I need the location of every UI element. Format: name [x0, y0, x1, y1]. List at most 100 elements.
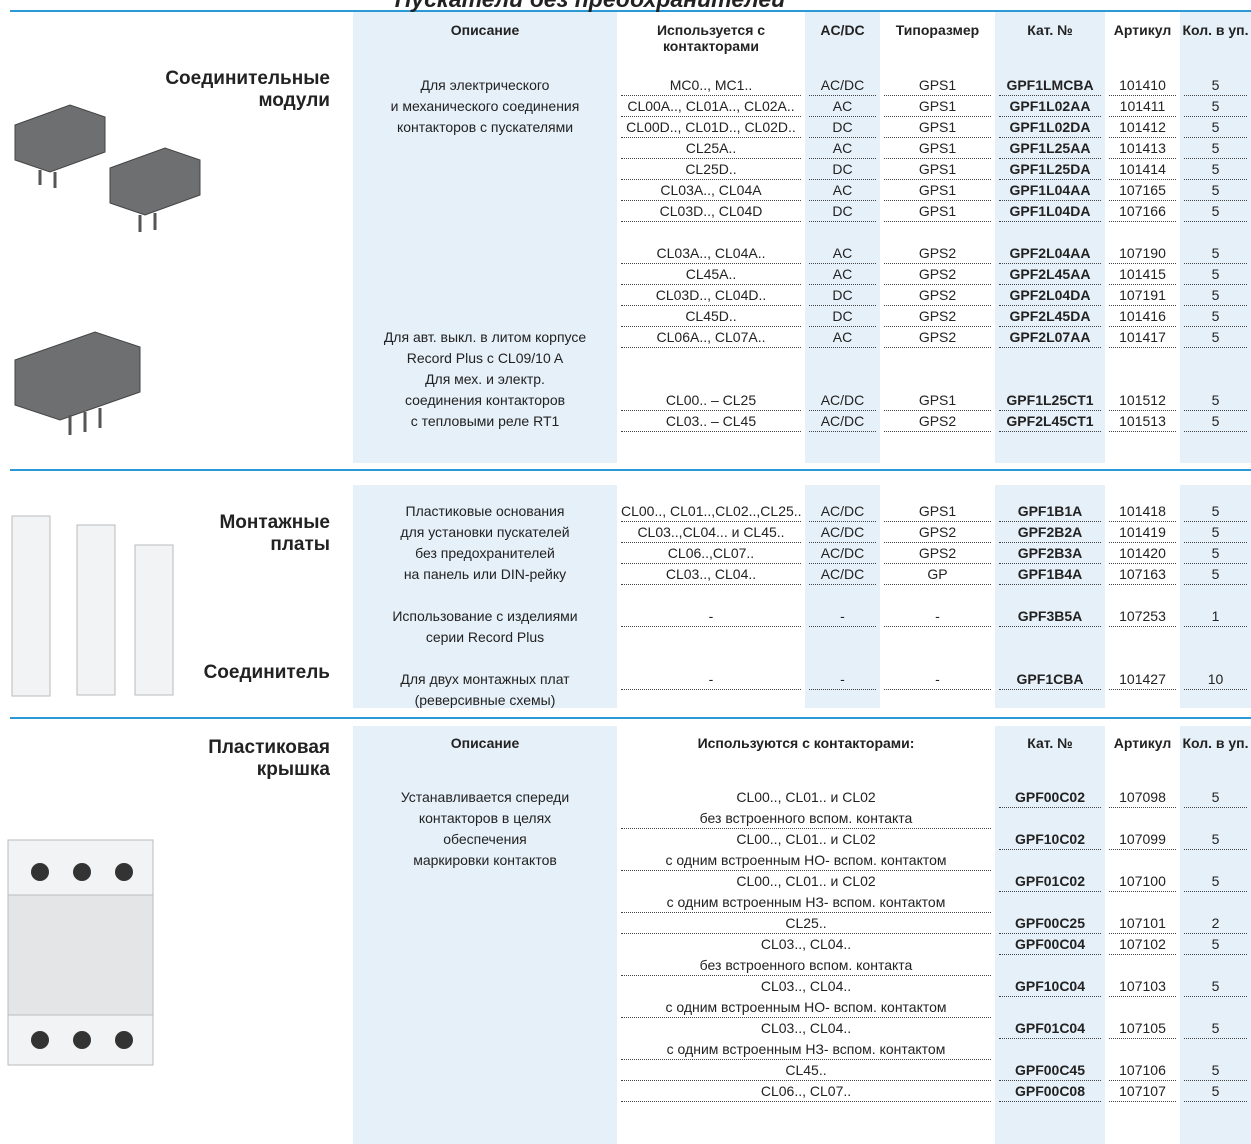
table-cell: 5 [1184, 243, 1247, 264]
usage-line: CL03.., CL04.. [760, 978, 852, 994]
usage-line: CL03.., CL04.. [760, 936, 852, 952]
table-cell: CL25D.. [621, 159, 801, 180]
usage-line: без встроенного вспом. контакта [699, 810, 913, 826]
table-cell: CL00.. – CL25 [621, 390, 801, 411]
section-rule [10, 469, 1251, 471]
table-cell: AC/DC [809, 501, 876, 522]
table-cell: 5 [1184, 871, 1247, 892]
table-cell: GPS2 [884, 264, 991, 285]
table-cell: GPS2 [884, 543, 991, 564]
description: на панель или DIN-рейку [403, 566, 567, 582]
table-cell: DC [809, 159, 876, 180]
table-cell: 107105 [1109, 1018, 1176, 1039]
table-cell: 10 [1184, 669, 1247, 690]
description: Для двух монтажных плат [400, 671, 570, 687]
table-cell: GPS1 [884, 201, 991, 222]
description: серии Record Plus [425, 629, 545, 645]
table-cell: GPF1L02DA [999, 117, 1101, 138]
usage-line: CL25.. [785, 915, 827, 931]
usage-cell: CL00.., CL01.. и CL02 с одним встроенным … [621, 871, 991, 913]
table-cell: GPF1LMCBA [999, 75, 1101, 96]
table-cell: CL03A.., CL04A.. [621, 243, 801, 264]
table-cell: CL03..,CL04... и CL45.. [621, 522, 801, 543]
description: Для мех. и электр. [425, 371, 545, 387]
table-cell: - [621, 669, 801, 690]
table-cell: GPF1B4A [999, 564, 1101, 585]
table-cell: 5 [1184, 138, 1247, 159]
table-cell: 107191 [1109, 285, 1176, 306]
table-cell: AC [809, 138, 876, 159]
table-cell: DC [809, 285, 876, 306]
table-cell: 5 [1184, 543, 1247, 564]
table-cell: GPF10C04 [999, 976, 1101, 997]
table-cell: AC [809, 96, 876, 117]
table-cell: GPF1CBA [999, 669, 1101, 690]
table-cell: 5 [1184, 75, 1247, 96]
table-cell: CL03D.., CL04D [621, 201, 801, 222]
shade [1180, 726, 1251, 1144]
table-cell: 101412 [1109, 117, 1176, 138]
table-cell: GPS1 [884, 159, 991, 180]
section-label: платы [270, 534, 330, 555]
table-cell: GPS1 [884, 75, 991, 96]
table-cell: DC [809, 117, 876, 138]
table-cell: 101417 [1109, 327, 1176, 348]
description: Record Plus с CL09/10 A [406, 350, 564, 366]
usage-cell: CL00.., CL01.. и CL02 с одним встроенным … [621, 829, 991, 871]
table-cell: 107107 [1109, 1081, 1176, 1102]
table-cell: GPF10C02 [999, 829, 1101, 850]
table-cell: - [809, 669, 876, 690]
table-cell: AC [809, 327, 876, 348]
table-cell: GPF00C02 [999, 787, 1101, 808]
table-cell: GPS2 [884, 285, 991, 306]
table-cell: GPS2 [884, 411, 991, 432]
column-header: AC/DC [820, 22, 865, 38]
column-header: Описание [450, 735, 520, 751]
table-cell: 107163 [1109, 564, 1176, 585]
table-cell: AC [809, 264, 876, 285]
table-cell: - [884, 606, 991, 627]
table-cell: GPF1L02AA [999, 96, 1101, 117]
description: маркировки контактов [413, 852, 557, 868]
table-cell: - [884, 669, 991, 690]
shade [995, 12, 1105, 463]
usage-line: с одним встроенным НЗ- вспом. контактом [666, 1041, 946, 1057]
page-title: Пускатели без предохранителей [0, 0, 1180, 13]
table-cell: 107190 [1109, 243, 1176, 264]
table-cell: GPF2B3A [999, 543, 1101, 564]
table-cell: CL06A.., CL07A.. [621, 327, 801, 348]
description: Пластиковые основания [405, 503, 565, 519]
table-cell: GPF00C45 [999, 1060, 1101, 1081]
table-cell: GPF2L45AA [999, 264, 1101, 285]
table-cell: GPF01C04 [999, 1018, 1101, 1039]
table-cell: 101418 [1109, 501, 1176, 522]
table-cell: 5 [1184, 411, 1247, 432]
table-cell: 5 [1184, 564, 1247, 585]
table-cell: GPS2 [884, 243, 991, 264]
shade [995, 726, 1105, 1144]
table-cell: GPF2L04AA [999, 243, 1101, 264]
usage-cell: CL03.., CL04.. с одним встроенным НО- всп… [621, 976, 991, 1018]
column-header: Кол. в уп. [1182, 735, 1249, 751]
table-cell: 5 [1184, 264, 1247, 285]
shade [353, 726, 617, 1144]
description: для установки пускателей [400, 524, 570, 540]
description: (реверсивные схемы) [414, 692, 556, 708]
table-cell: 101427 [1109, 669, 1176, 690]
table-cell: GPF2B2A [999, 522, 1101, 543]
usage-line: без встроенного вспом. контакта [699, 957, 913, 973]
table-cell: 5 [1184, 390, 1247, 411]
usage-line: CL03.., CL04.. [760, 1020, 852, 1036]
description: соединения контакторов [404, 392, 566, 408]
table-cell: 5 [1184, 1081, 1247, 1102]
table-cell: 5 [1184, 1060, 1247, 1081]
table-cell: GPF00C08 [999, 1081, 1101, 1102]
table-cell: AC/DC [809, 543, 876, 564]
table-cell: 107106 [1109, 1060, 1176, 1081]
table-cell: 107166 [1109, 201, 1176, 222]
table-cell: GPF1L25AA [999, 138, 1101, 159]
section-label: модули [258, 90, 330, 111]
table-cell: 101419 [1109, 522, 1176, 543]
table-cell: CL03.. – CL45 [621, 411, 801, 432]
table-cell: GPS1 [884, 390, 991, 411]
